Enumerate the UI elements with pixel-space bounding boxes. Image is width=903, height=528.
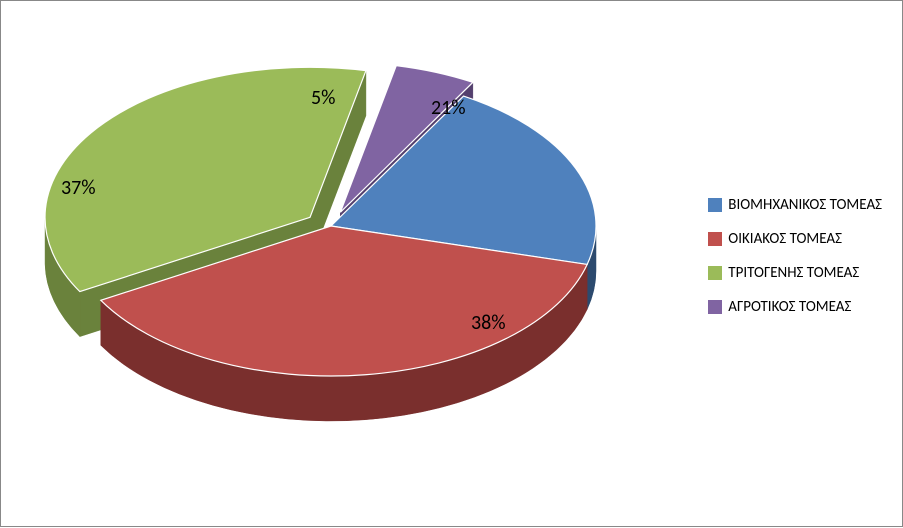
legend-label-0: ΒΙΟΜΗΧΑΝΙΚΟΣ ΤΟΜΕΑΣ xyxy=(728,196,882,214)
legend-item-1: ΟΙΚΙΑΚΟΣ ΤΟΜΕΑΣ xyxy=(708,230,882,248)
legend-item-3: ΑΓΡΟΤΙΚΟΣ ΤΟΜΕΑΣ xyxy=(708,298,882,316)
legend-item-2: ΤΡΙΤΟΓΕΝΗΣ ΤΟΜΕΑΣ xyxy=(708,264,882,282)
legend-item-0: ΒΙΟΜΗΧΑΝΙΚΟΣ ΤΟΜΕΑΣ xyxy=(708,196,882,214)
data-label-3: 5% xyxy=(311,86,335,110)
legend-swatch-1 xyxy=(708,232,722,246)
legend: ΒΙΟΜΗΧΑΝΙΚΟΣ ΤΟΜΕΑΣ ΟΙΚΙΑΚΟΣ ΤΟΜΕΑΣ ΤΡΙΤ… xyxy=(708,196,882,332)
data-label-1: 38% xyxy=(471,311,506,335)
data-label-0: 21% xyxy=(431,96,466,120)
legend-swatch-2 xyxy=(708,266,722,280)
legend-label-3: ΑΓΡΟΤΙΚΟΣ ΤΟΜΕΑΣ xyxy=(728,298,851,316)
legend-swatch-3 xyxy=(708,300,722,314)
data-label-2: 37% xyxy=(61,176,96,200)
pie-chart-container: 21% 38% 37% 5% ΒΙΟΜΗΧΑΝΙΚΟΣ ΤΟΜΕΑΣ ΟΙΚΙΑ… xyxy=(0,0,903,527)
legend-swatch-0 xyxy=(708,198,722,212)
legend-label-1: ΟΙΚΙΑΚΟΣ ΤΟΜΕΑΣ xyxy=(728,230,842,248)
legend-label-2: ΤΡΙΤΟΓΕΝΗΣ ΤΟΜΕΑΣ xyxy=(728,264,859,282)
